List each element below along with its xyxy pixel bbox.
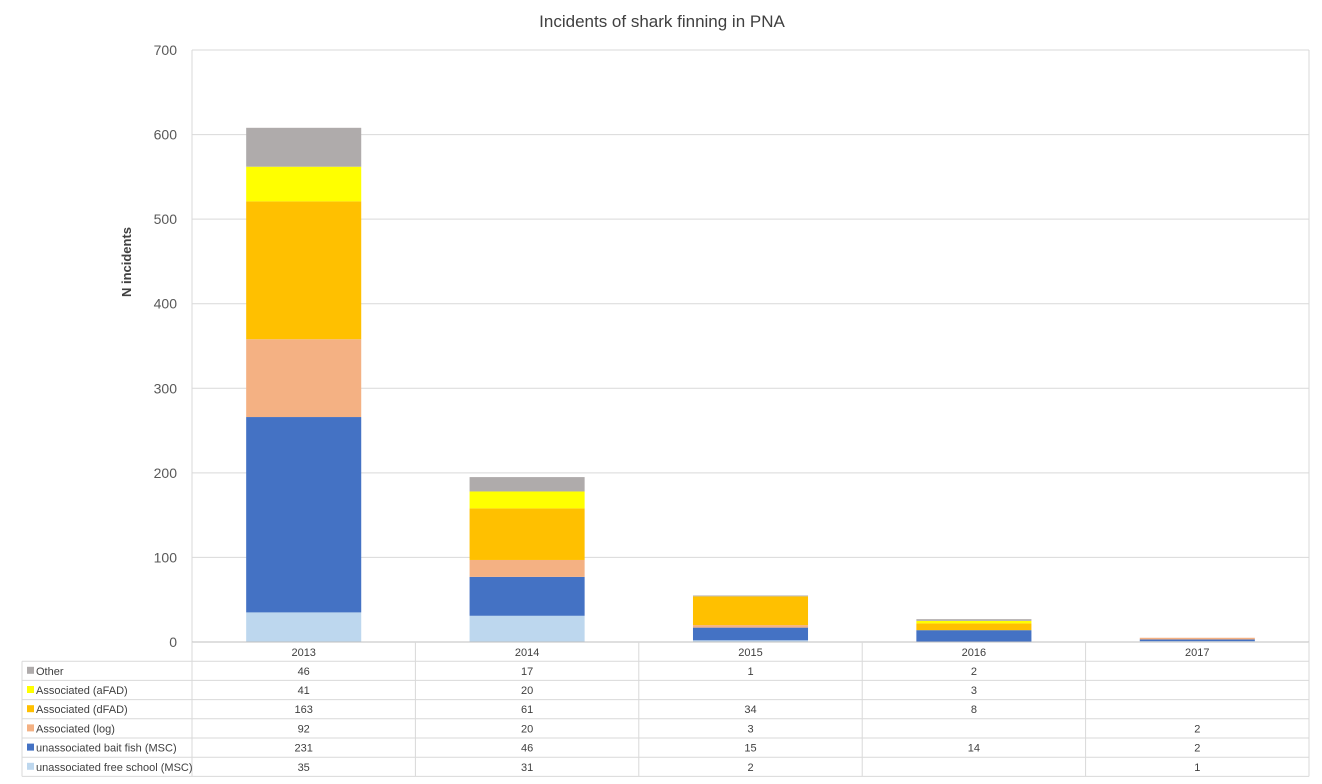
bar-segment: [469, 508, 585, 560]
bar-segment: [469, 615, 585, 642]
chart-title: Incidents of shark finning in PNA: [539, 12, 785, 31]
y-tick-label: 400: [154, 296, 178, 312]
y-axis-label: N incidents: [119, 227, 134, 297]
data-label: 1: [1194, 762, 1200, 774]
data-label: 46: [521, 743, 533, 755]
bar-segment: [692, 625, 809, 628]
data-label: 3: [747, 723, 753, 735]
bar-segment: [469, 576, 585, 616]
bar-segment: [916, 623, 1032, 631]
x-tick-label: 2016: [962, 647, 986, 659]
legend-label: Associated (log): [36, 723, 115, 735]
y-tick-label: 100: [154, 549, 178, 565]
data-label: 2: [971, 666, 977, 678]
data-label: 2: [747, 762, 753, 774]
x-tick-label: 2015: [738, 647, 762, 659]
bar-segment: [246, 339, 362, 418]
bar-segment: [246, 166, 362, 202]
data-label: 31: [521, 762, 533, 774]
legend-swatch: [27, 743, 34, 751]
y-tick-label: 200: [154, 465, 178, 481]
y-tick-label: 300: [154, 380, 178, 396]
legend-label: unassociated bait fish (MSC): [36, 743, 177, 755]
bar-segment: [469, 477, 585, 492]
data-label: 231: [295, 743, 313, 755]
bar-segment: [1139, 639, 1255, 642]
legend-label: unassociated free school (MSC): [36, 762, 193, 774]
legend-swatch: [27, 762, 34, 770]
data-label: 92: [298, 723, 310, 735]
legend-swatch: [27, 724, 34, 732]
bar-segment: [1139, 637, 1255, 640]
legend-swatch: [27, 705, 34, 713]
data-label: 1: [747, 666, 753, 678]
bar-segment: [916, 620, 1032, 624]
bar-segment: [246, 612, 362, 642]
y-tick-label: 0: [169, 634, 177, 650]
legend-label: Associated (aFAD): [36, 685, 128, 697]
y-tick-label: 500: [154, 211, 178, 227]
data-label: 61: [521, 704, 533, 716]
data-label: 2: [1194, 743, 1200, 755]
bar-segment: [246, 417, 362, 613]
data-label: 20: [521, 685, 533, 697]
data-label: 17: [521, 666, 533, 678]
data-label: 35: [298, 762, 310, 774]
bar-segment: [916, 619, 1032, 621]
x-tick-label: 2013: [291, 647, 315, 659]
bar-segment: [246, 201, 362, 340]
data-label: 163: [295, 704, 313, 716]
legend-label: Other: [36, 666, 64, 678]
data-label: 14: [968, 743, 980, 755]
x-tick-label: 2014: [515, 647, 539, 659]
data-label: 46: [298, 666, 310, 678]
y-tick-label: 700: [154, 42, 178, 58]
x-tick-label: 2017: [1185, 647, 1209, 659]
bar-segment: [469, 559, 585, 577]
bar-segment: [692, 595, 809, 597]
bar-segment: [692, 640, 809, 642]
legend-swatch: [27, 666, 34, 674]
data-label: 20: [521, 723, 533, 735]
data-label: 2: [1194, 723, 1200, 735]
bars: [192, 127, 1309, 643]
data-label: 15: [744, 743, 756, 755]
bar-segment: [692, 627, 809, 641]
legend-label: Associated (dFAD): [36, 704, 128, 716]
data-label: 8: [971, 704, 977, 716]
bar-segment: [469, 491, 585, 509]
y-tick-label: 600: [154, 127, 178, 143]
data-label: 3: [971, 685, 977, 697]
bar-segment: [916, 630, 1032, 642]
legend-swatch: [27, 686, 34, 693]
data-label: 41: [298, 685, 310, 697]
bar-segment: [692, 596, 809, 626]
data-label: 34: [744, 704, 756, 716]
bar-segment: [246, 127, 362, 167]
gridlines: 0 100 200 300 400 500 600 700: [154, 42, 1310, 650]
